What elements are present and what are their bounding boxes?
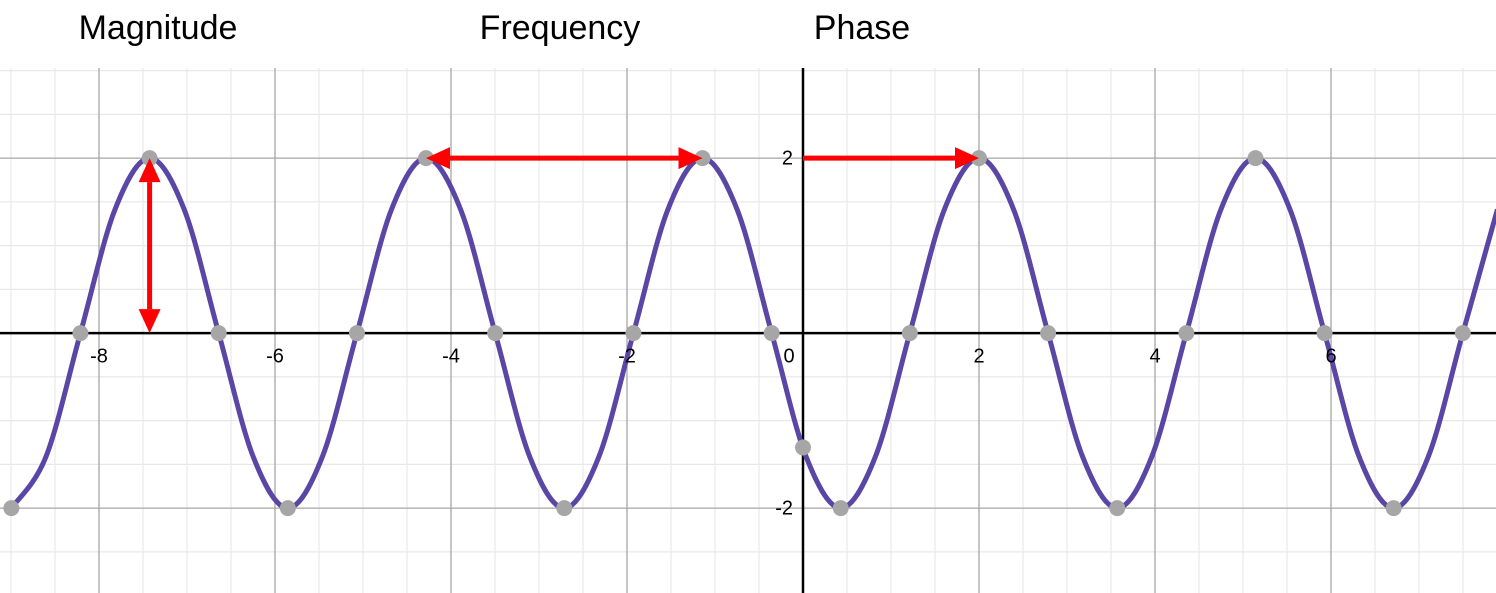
arrow-head — [138, 158, 161, 183]
point — [279, 500, 296, 517]
point — [1247, 150, 1264, 167]
y-tick-label: -2 — [775, 497, 793, 519]
point — [795, 439, 811, 456]
point — [1040, 325, 1057, 342]
arrow-head — [678, 147, 703, 170]
x-tick-label: 4 — [1149, 345, 1160, 367]
point — [556, 500, 573, 517]
arrow-head — [426, 147, 451, 170]
point — [763, 325, 780, 342]
x-tick-label: -4 — [442, 345, 460, 367]
arrow-head — [955, 147, 979, 170]
x-tick-label: -6 — [266, 345, 284, 367]
point — [210, 325, 227, 342]
plot — [3, 147, 1496, 517]
grid — [0, 68, 1496, 593]
y-tick-label: 2 — [782, 147, 793, 169]
point — [1316, 325, 1333, 342]
annotation: Phase — [814, 9, 910, 47]
annotation: Magnitude — [79, 9, 238, 47]
point — [832, 500, 849, 517]
x-tick-label: 2 — [973, 345, 984, 367]
arrow-head — [138, 309, 161, 334]
point — [72, 325, 89, 342]
labels: Magnitude Frequency Phase -8 -6 -4 -2 0 2 4 6 -2 2 — [79, 9, 1337, 519]
point — [1109, 500, 1126, 517]
point — [1454, 325, 1471, 342]
point — [348, 325, 365, 342]
x-tick-label: 0 — [783, 345, 794, 367]
x-tick-label: -8 — [90, 345, 108, 367]
point — [1385, 500, 1402, 517]
annotation: Frequency — [480, 9, 641, 47]
x-tick-label: -2 — [618, 345, 636, 367]
point — [901, 325, 918, 342]
point — [625, 325, 642, 342]
point — [1178, 325, 1195, 342]
point — [3, 500, 20, 517]
x-tick-label: 6 — [1325, 345, 1336, 367]
point — [487, 325, 504, 342]
